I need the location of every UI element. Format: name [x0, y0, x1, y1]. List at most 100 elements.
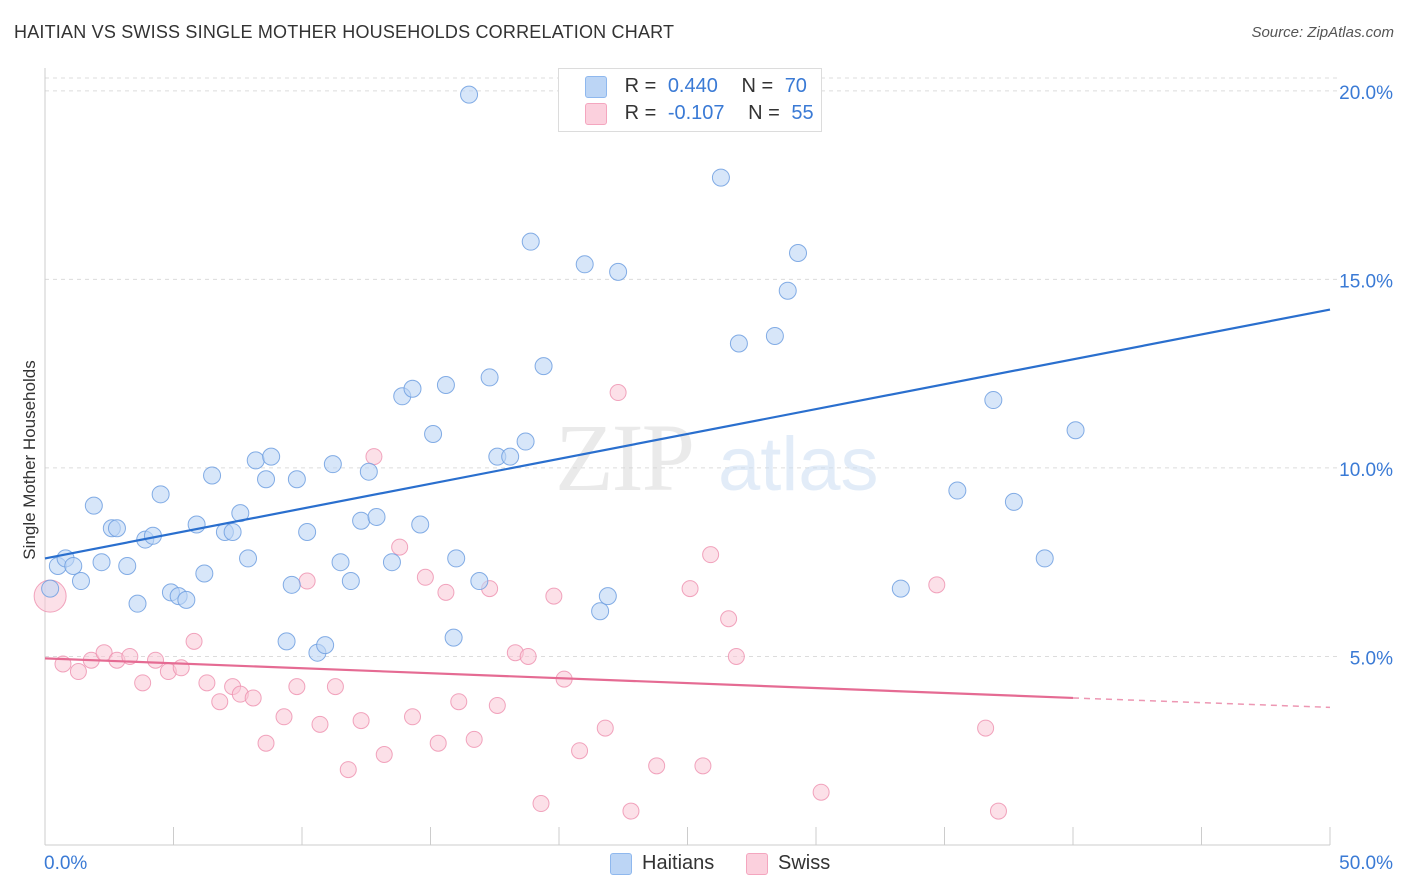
haitian-point	[1004, 492, 1023, 511]
haitian-point	[107, 519, 126, 538]
haitian-point	[444, 628, 463, 647]
haitian-point	[470, 572, 489, 591]
swiss-point	[288, 678, 306, 696]
tick-labels: 5.0% 10.0% 15.0% 20.0% 0.0% 50.0%	[44, 83, 1393, 874]
haitian-point	[151, 485, 170, 504]
haitian-point	[948, 481, 967, 500]
swiss-point	[429, 734, 447, 752]
swiss-point	[134, 674, 152, 692]
swiss-point	[311, 715, 329, 733]
haitians-legend-swatch	[610, 852, 632, 875]
y-tick-label: 20.0%	[1339, 83, 1393, 104]
haitian-point	[71, 572, 90, 591]
n-label: N =	[741, 75, 774, 97]
haitian-point	[331, 553, 350, 572]
swiss-point	[339, 761, 357, 779]
swiss-trend-line-dashed	[1072, 697, 1331, 709]
haitian-point	[341, 572, 360, 591]
swiss-point	[812, 783, 830, 801]
haitians-legend-label: Haitians	[642, 852, 715, 874]
swiss-point	[365, 448, 383, 466]
haitian-point	[203, 466, 222, 485]
haitian-point	[711, 168, 730, 187]
haitian-point	[598, 587, 617, 606]
swiss-point	[326, 678, 344, 696]
haitian-point	[298, 523, 317, 542]
haitian-point	[436, 375, 455, 394]
haitian-point	[84, 496, 103, 515]
swiss-legend-swatch	[746, 852, 768, 875]
haitian-point	[367, 507, 386, 526]
legend-item-haitians[interactable]: Haitians	[610, 852, 714, 875]
swiss-swatch	[585, 102, 607, 125]
swiss-point	[488, 696, 506, 714]
swiss-point	[298, 572, 316, 590]
haitians-trend-line	[44, 308, 1331, 560]
swiss-point	[727, 647, 745, 665]
haitians-swatch	[585, 75, 607, 98]
legend-item-swiss[interactable]: Swiss	[746, 852, 830, 875]
haitian-point	[984, 391, 1003, 410]
swiss-point	[694, 757, 712, 775]
watermark-atlas: atlas	[718, 422, 879, 507]
correlation-legend: R = 0.440 N = 70 R = -0.107 N = 55	[558, 68, 822, 132]
swiss-point	[622, 802, 640, 820]
swiss-legend-label: Swiss	[778, 852, 831, 874]
haitian-point	[282, 575, 301, 594]
haitian-point	[64, 556, 83, 575]
haitian-point	[352, 511, 371, 530]
haitian-point	[765, 326, 784, 345]
y-axis-label: Single Mother Households	[20, 360, 39, 559]
swiss-point	[147, 651, 165, 669]
swiss-point	[391, 538, 409, 556]
swiss-point	[404, 708, 422, 726]
x-tick-label: 50.0%	[1339, 853, 1393, 874]
chart-title: HAITIAN VS SWISS SINGLE MOTHER HOUSEHOLD…	[14, 22, 675, 42]
swiss-point	[244, 689, 262, 707]
haitian-point	[575, 255, 594, 274]
swiss-point	[185, 632, 203, 650]
swiss-point	[648, 757, 666, 775]
haitian-point	[359, 462, 378, 481]
haitian-point	[118, 556, 137, 575]
grid-lines	[45, 77, 1338, 657]
r-value: -0.107	[667, 102, 725, 124]
haitian-point	[223, 523, 242, 542]
haitian-point	[516, 432, 535, 451]
haitian-point	[460, 85, 479, 104]
swiss-point	[211, 693, 229, 711]
haitian-point	[891, 579, 910, 598]
haitian-point	[316, 636, 335, 655]
haitian-point	[277, 632, 296, 651]
trend-lines	[44, 308, 1331, 709]
haitian-point	[521, 232, 540, 251]
swiss-point	[609, 384, 627, 402]
watermark: ZIP atlas	[555, 404, 879, 511]
haitian-point	[1035, 549, 1054, 568]
watermark-zip: ZIP	[555, 404, 693, 511]
haitian-point	[92, 553, 111, 572]
haitian-point	[41, 579, 60, 598]
swiss-point	[702, 546, 720, 564]
haitian-point	[411, 515, 430, 534]
swiss-point	[532, 795, 550, 813]
haitian-point	[382, 553, 401, 572]
haitian-point	[262, 447, 281, 466]
swiss-point	[352, 712, 370, 730]
swiss-point	[977, 719, 995, 737]
n-value: 70	[784, 75, 807, 97]
swiss-point	[596, 719, 614, 737]
swiss-point	[681, 580, 699, 598]
legend-row-swiss: R = -0.107 N = 55	[585, 102, 814, 128]
haitian-point	[246, 451, 265, 470]
swiss-point	[989, 802, 1007, 820]
y-tick-label: 15.0%	[1339, 271, 1393, 292]
swiss-point	[720, 610, 738, 628]
haitian-point	[1066, 421, 1085, 440]
r-value: 0.440	[667, 75, 718, 97]
haitian-point	[424, 424, 443, 443]
haitian-point	[177, 590, 196, 609]
axes	[44, 68, 1331, 846]
swiss-point	[69, 663, 87, 681]
